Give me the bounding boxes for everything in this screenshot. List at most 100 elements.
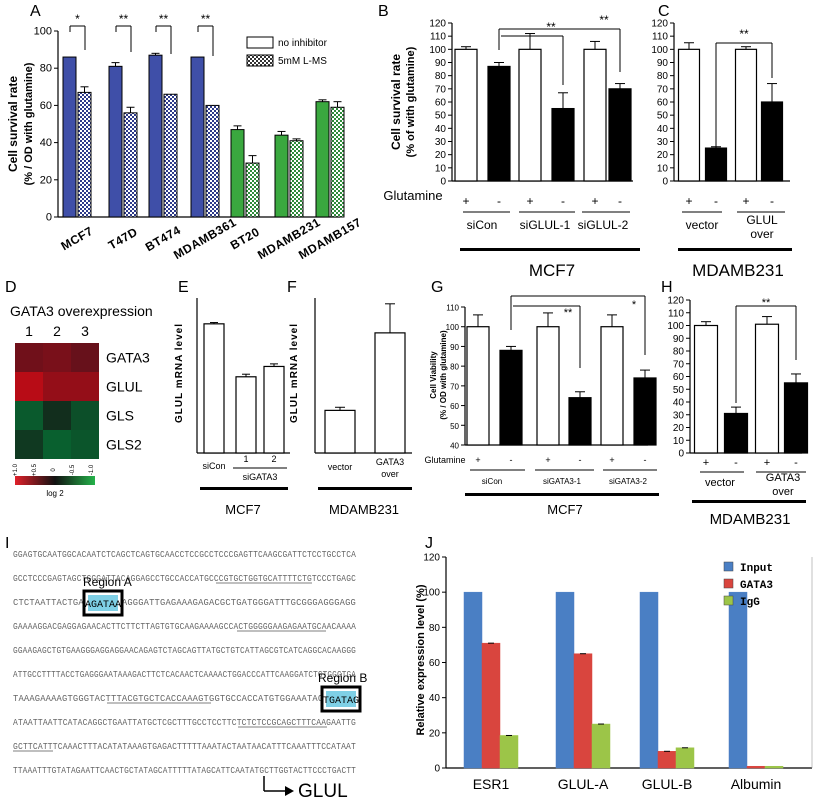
panel-letter-F: F <box>287 279 297 296</box>
panel-i-sequence-line: GGAAGAGCTGTGAAGGGAGGAGGAACAGAGTCTAGCAGTT… <box>13 645 356 656</box>
panel-a-bar-no-inhibitor <box>108 65 123 218</box>
panel-i-sequence-line: GGAGTGCAATGGCACAATCTCAGCTCAGTGCAACCTCCGC… <box>13 549 356 560</box>
panel-a-bar-lms <box>77 91 92 218</box>
panel-h-sign: + <box>703 457 709 469</box>
panel-b-sign: + <box>591 194 598 208</box>
panel-i-sequence-line: GCCTCCCGAGTAGCTGGGATTACAGGAGCCTGCCACCATG… <box>13 573 356 584</box>
panel-j-legend-swatch <box>723 595 734 606</box>
panel-i-gene-label: GLUL <box>298 781 348 800</box>
panel-d-scale-tick: -1.0 <box>89 464 95 475</box>
panel-f-cellline-bar <box>318 487 412 490</box>
panel-g-cellline-bar <box>465 493 659 496</box>
panel-b-bar <box>518 48 542 182</box>
panel-c-y-tick-label: 120 <box>651 19 668 30</box>
panel-h-group-label: over <box>772 486 794 498</box>
panel-a-bar-lms <box>245 162 260 218</box>
panel-b-y-tick-label: 110 <box>430 32 446 43</box>
panel-d-heat-cell <box>71 401 99 430</box>
panel-c-y-tick-label: 60 <box>657 98 669 109</box>
panel-i-sequence-line: ATAATTAATTCATACAGGCTGAATTATGCTCGCTTTGCCT… <box>13 717 356 728</box>
panel-g-y-tick-label: 60 <box>450 402 459 411</box>
panel-a-x-label: MCF7 <box>58 224 95 253</box>
panel-b-group-label: siGLUL-1 <box>520 218 571 232</box>
panel-g-bar <box>633 377 657 446</box>
panel-c-sign: + <box>742 194 749 208</box>
panel-b-y-tick-label: 40 <box>435 124 447 135</box>
panel-h-bar <box>754 323 780 454</box>
panel-i-region-a-fill <box>88 595 118 611</box>
panel-a-y-label: Cell survival rate <box>6 76 20 172</box>
panel-g-y-label-2: (% / OD with glutamine) <box>439 330 448 420</box>
panel-b-group-label: siGLUL-2 <box>578 218 629 232</box>
panel-f-bar <box>324 409 356 454</box>
panel-h-y-tick-label: 120 <box>667 296 684 307</box>
panel-b-y-label: Cell survival rate <box>389 54 403 150</box>
panel-letter-B: B <box>378 3 389 20</box>
panel-b-y-tick-label: 20 <box>435 150 447 161</box>
panel-g-bar <box>568 397 592 446</box>
panel-d-col-label: 3 <box>81 323 89 339</box>
panel-j-bar-0 <box>463 591 483 769</box>
panel-h-group-label: vector <box>705 477 735 489</box>
panel-i-arrow-head <box>285 786 294 796</box>
panel-d-scale-label: log 2 <box>46 489 64 498</box>
panel-b-row-label: Glutamine <box>383 188 442 203</box>
panel-c-y-tick-label: 0 <box>662 177 668 188</box>
panel-d-heat-cell <box>71 343 99 372</box>
panel-j-bar-1 <box>573 653 593 769</box>
panel-i-region-a-seq: AGATAA <box>85 600 121 611</box>
panel-c-group-label: vector <box>686 218 719 232</box>
panel-h-y-tick-label: 90 <box>673 334 685 345</box>
panel-g-sign: - <box>644 455 647 465</box>
panel-g-sig-label: * <box>632 299 637 311</box>
panel-c-sign: - <box>770 194 774 208</box>
panel-f-group-label: GATA3 <box>376 457 404 467</box>
panel-d-heat-cell <box>15 430 43 459</box>
panel-d-heat-cell <box>71 372 99 401</box>
panel-c-y-tick-label: 80 <box>657 71 669 82</box>
panel-h-group-label: GATA3 <box>766 472 800 484</box>
panel-j-legend-label: GATA3 <box>740 580 773 592</box>
panel-j-bar-0 <box>728 591 748 769</box>
panel-j-bar-1 <box>481 642 501 769</box>
panel-h-bar <box>783 382 809 454</box>
panel-b-sig-label: ** <box>546 20 556 34</box>
panel-e-cellline-bar <box>200 487 288 490</box>
panel-f-group-label: vector <box>328 462 353 472</box>
panel-d-title: GATA3 overexpression <box>10 303 153 319</box>
panel-b-y-tick-label: 10 <box>435 163 447 174</box>
panel-a-y-tick-label: 60 <box>40 100 52 112</box>
panel-b-cellline: MCF7 <box>529 261 575 280</box>
panel-j-bar-0 <box>639 591 659 769</box>
panel-b-sign: - <box>497 194 501 208</box>
panel-g-bar <box>536 326 560 446</box>
panel-letter-H: H <box>661 279 673 296</box>
panel-j-x-label: Albumin <box>731 776 782 792</box>
panel-a-y-tick-label: 100 <box>34 26 52 38</box>
panel-i-region-a-label: Region A <box>83 575 132 589</box>
panel-a-x-label: MDAMB361 <box>171 215 239 262</box>
panel-g-sign: - <box>510 455 513 465</box>
panel-j-y-tick-label: 60 <box>429 658 441 669</box>
panel-g-y-tick-label: 110 <box>446 304 459 313</box>
panel-g-bar <box>466 326 490 446</box>
panel-j-legend-swatch <box>723 578 734 589</box>
panel-letter-C: C <box>658 3 670 20</box>
panel-h-y-tick-label: 0 <box>678 449 684 460</box>
panel-g-y-tick-label: 80 <box>450 363 459 372</box>
panel-b-y-tick-label: 0 <box>440 177 446 188</box>
panel-g-sign: - <box>579 455 582 465</box>
panel-a-sig-label: ** <box>201 12 211 26</box>
panel-g-row-label: Glutamine <box>424 455 465 465</box>
panel-j-bar-2 <box>499 735 519 769</box>
panel-g-y-tick-label: 50 <box>450 422 459 431</box>
panel-j-legend-label: IgG <box>740 597 760 609</box>
panel-a-sig-label: ** <box>159 12 169 26</box>
panel-i-sequence-line: TAAAGAAAAGTGGGTACTTTACGTGCTCACCAAAGTGGTG… <box>13 693 356 704</box>
panel-b-group-label: siCon <box>467 218 498 232</box>
panel-e-bar <box>203 323 225 454</box>
panel-h-y-tick-label: 110 <box>668 308 684 319</box>
panel-f-group-label: over <box>381 469 399 479</box>
panel-h-bar <box>693 324 719 454</box>
panel-b-y-tick-label: 70 <box>435 84 447 95</box>
